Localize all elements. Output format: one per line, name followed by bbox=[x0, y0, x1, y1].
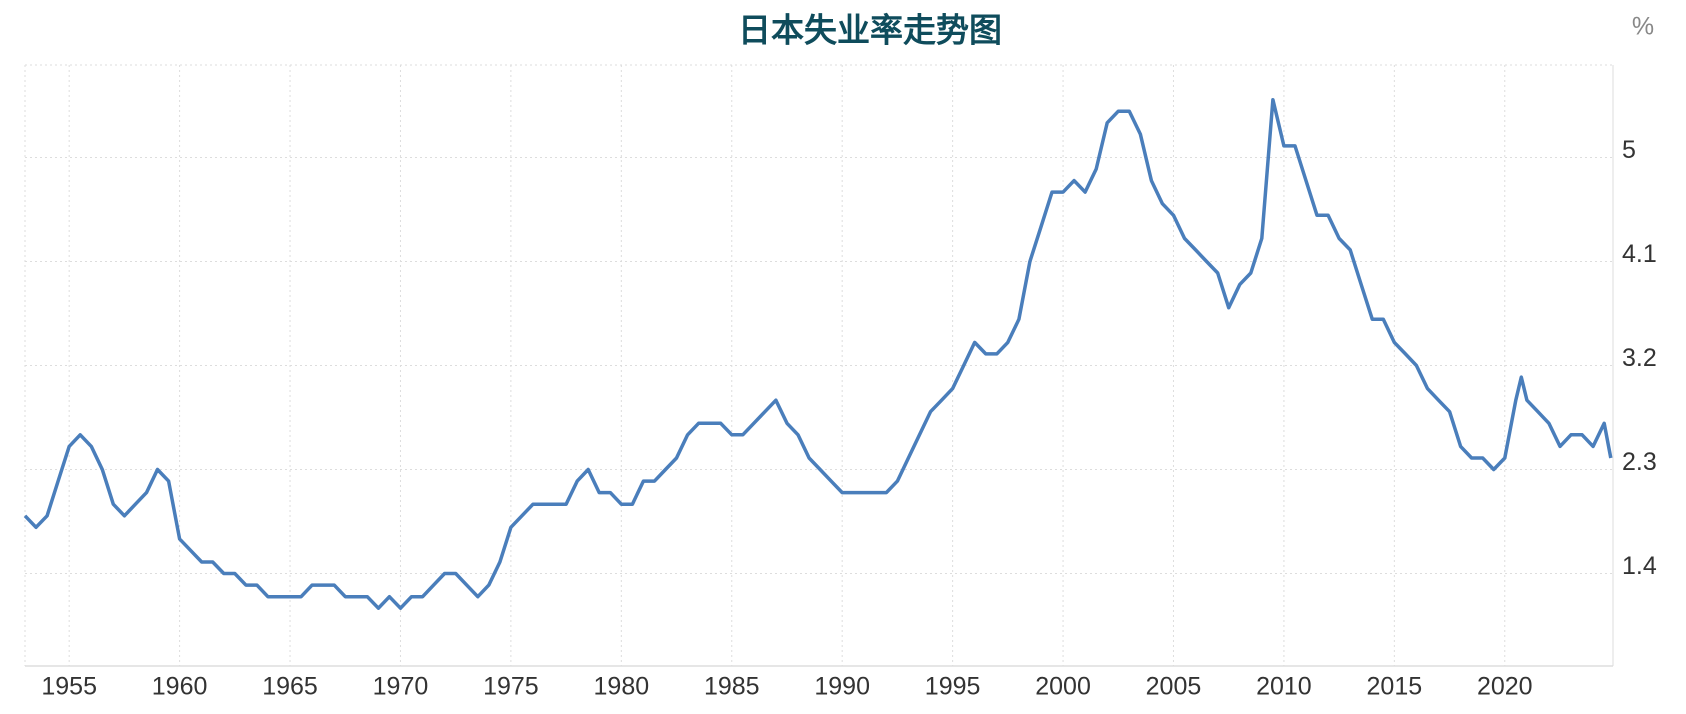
y-tick-label: 2.3 bbox=[1622, 448, 1657, 476]
unit-label: % bbox=[1632, 13, 1654, 41]
x-tick-label: 2005 bbox=[1146, 673, 1202, 701]
x-tick-label: 1975 bbox=[483, 673, 539, 701]
x-tick-label: 1990 bbox=[814, 673, 870, 701]
x-tick-label: 1965 bbox=[262, 673, 318, 701]
x-tick-label: 1995 bbox=[925, 673, 981, 701]
data-line bbox=[23, 97, 1613, 610]
x-tick-label: 2015 bbox=[1367, 673, 1423, 701]
y-tick-label: 5 bbox=[1622, 136, 1636, 164]
y-tick-label: 1.4 bbox=[1622, 552, 1657, 580]
x-tick-label: 1985 bbox=[704, 673, 760, 701]
chart-title: 日本失业率走势图 bbox=[738, 11, 1002, 50]
y-tick-label: 3.2 bbox=[1622, 344, 1657, 372]
x-tick-label: 1970 bbox=[373, 673, 429, 701]
y-tick-label: 4.1 bbox=[1622, 240, 1657, 268]
x-tick-label: 1960 bbox=[152, 673, 208, 701]
x-tick-label: 2020 bbox=[1477, 673, 1533, 701]
x-tick-label: 2000 bbox=[1035, 673, 1091, 701]
x-tick-label: 1980 bbox=[594, 673, 650, 701]
x-tick-label: 1955 bbox=[41, 673, 97, 701]
x-tick-label: 2010 bbox=[1256, 673, 1312, 701]
